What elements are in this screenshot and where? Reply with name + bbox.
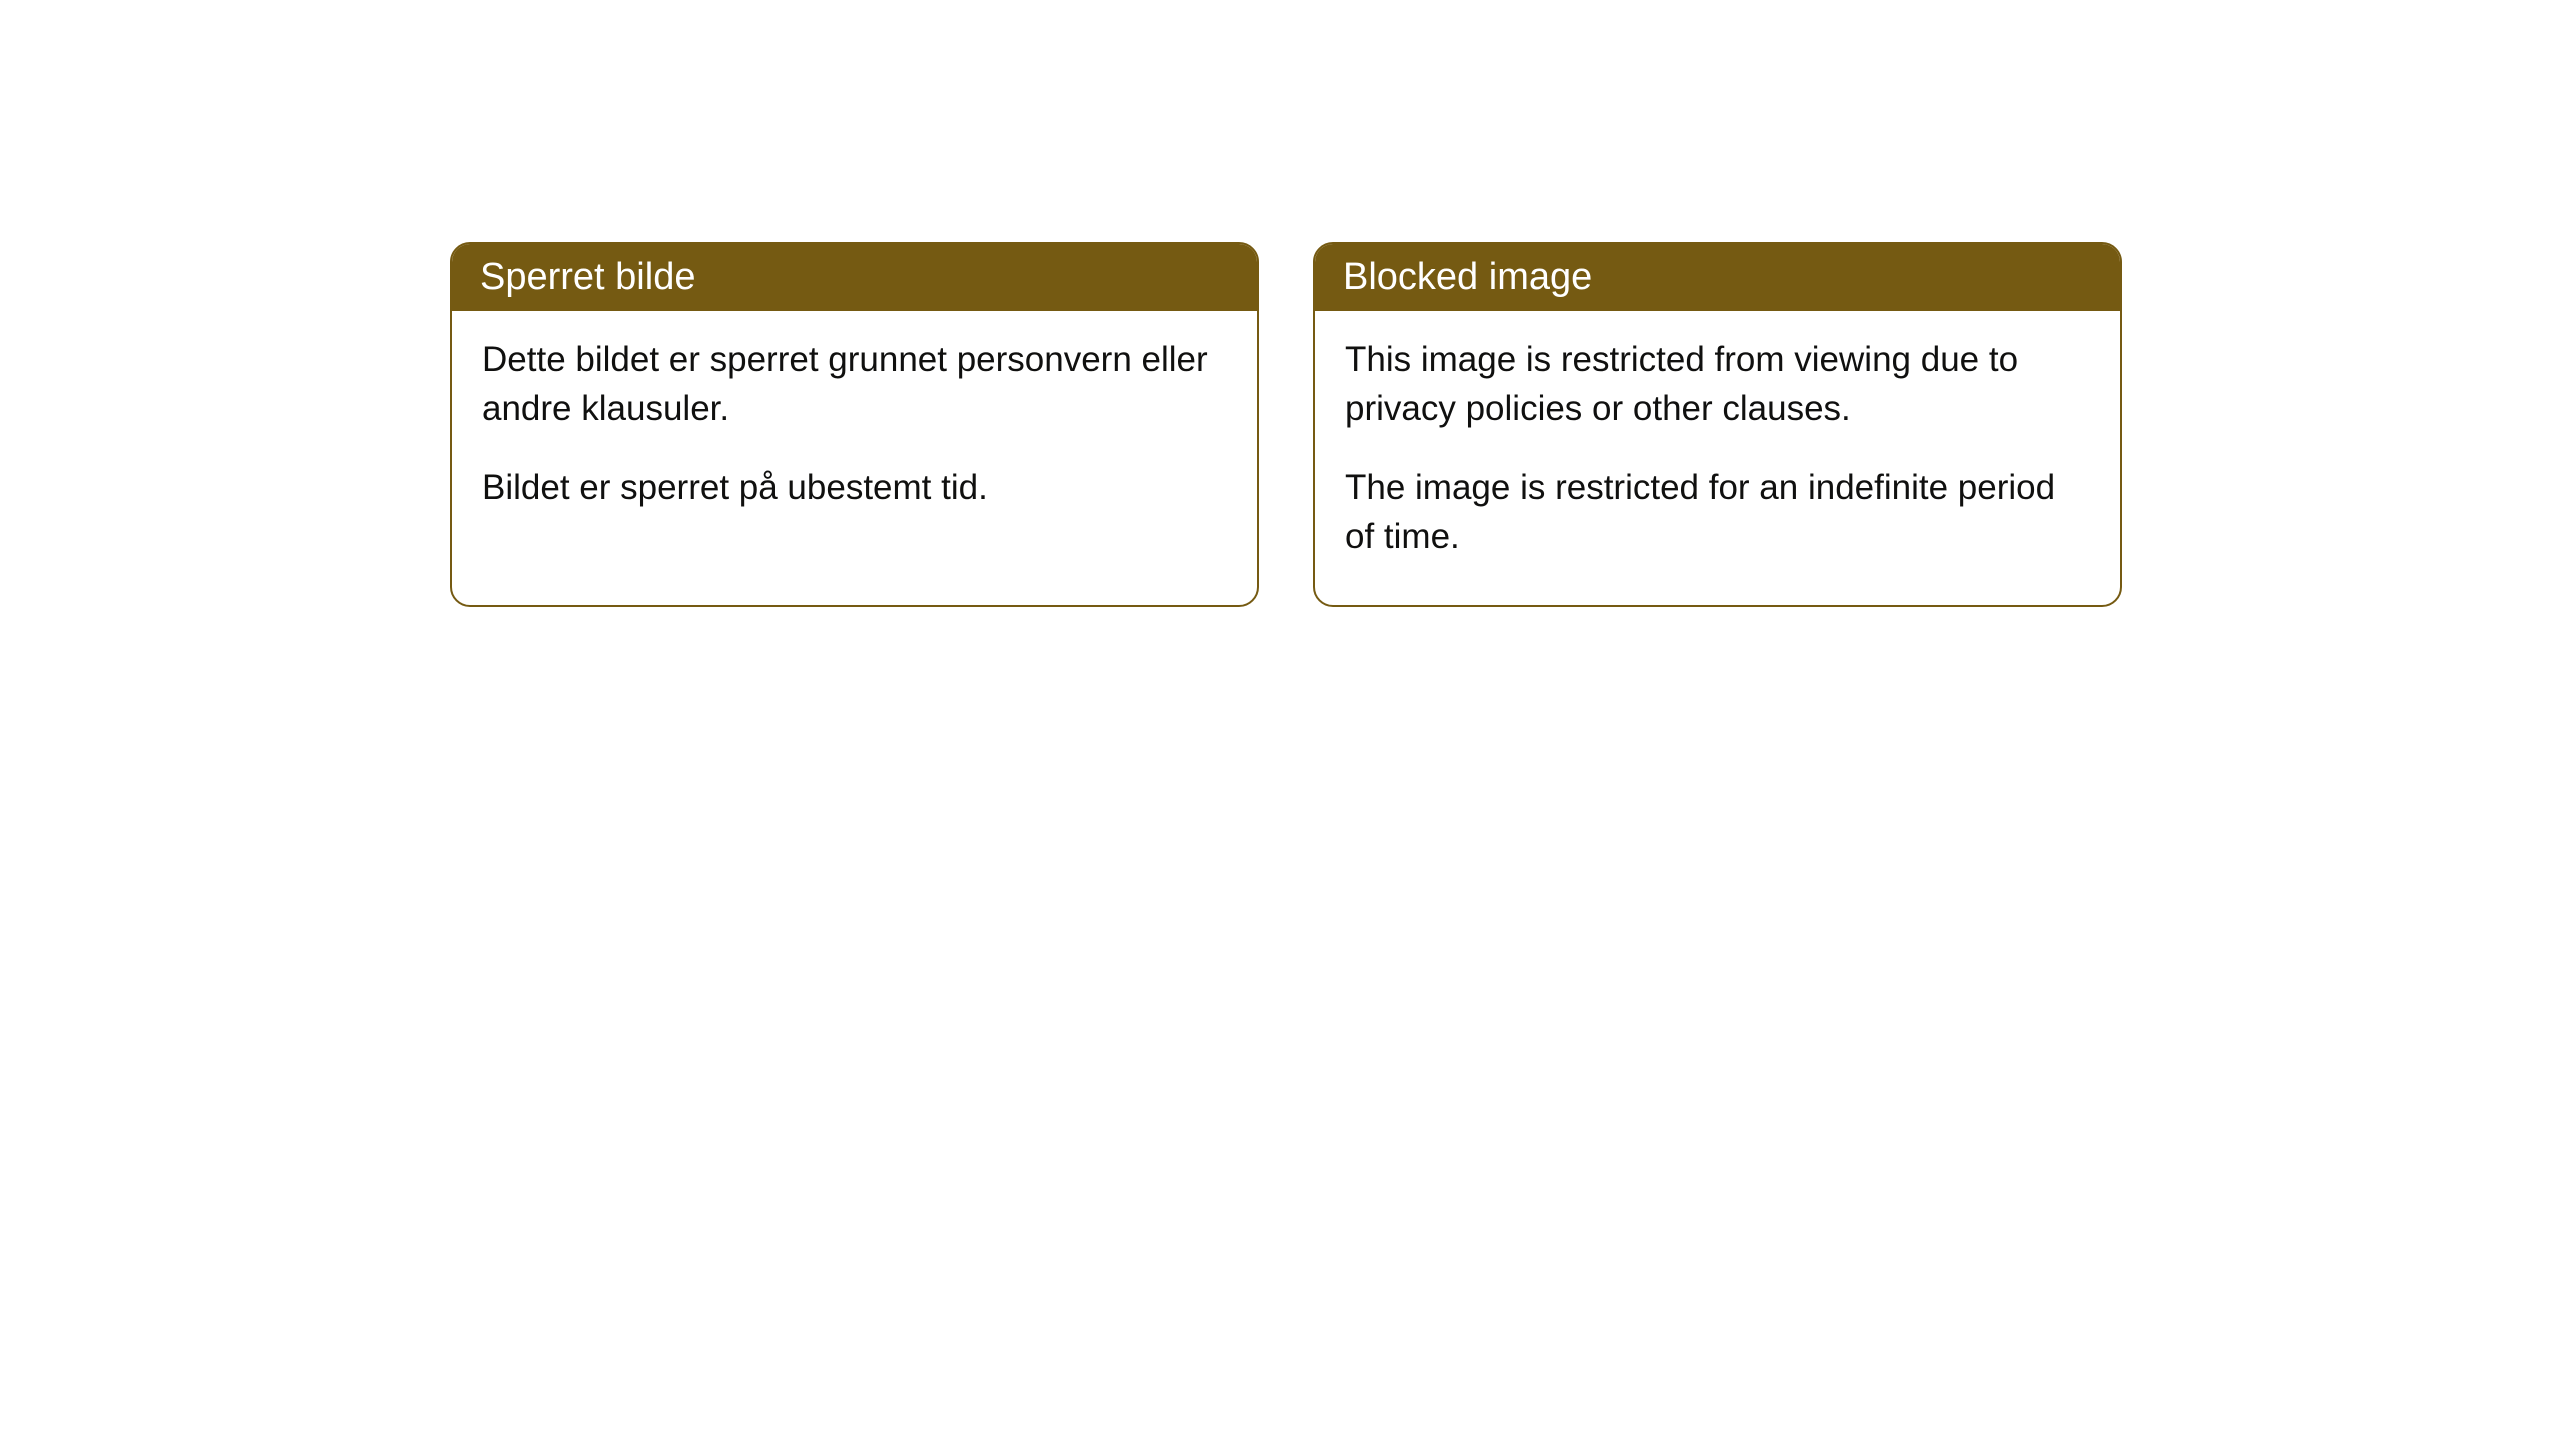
card-body: This image is restricted from viewing du… bbox=[1315, 311, 2120, 605]
card-paragraph: Bildet er sperret på ubestemt tid. bbox=[482, 463, 1227, 512]
card-title: Blocked image bbox=[1343, 256, 1592, 298]
card-header: Sperret bilde bbox=[452, 244, 1257, 311]
card-title: Sperret bilde bbox=[480, 256, 695, 298]
card-paragraph: Dette bildet er sperret grunnet personve… bbox=[482, 335, 1227, 433]
card-paragraph: This image is restricted from viewing du… bbox=[1345, 335, 2090, 433]
card-body: Dette bildet er sperret grunnet personve… bbox=[452, 311, 1257, 556]
card-header: Blocked image bbox=[1315, 244, 2120, 311]
blocked-image-card-english: Blocked image This image is restricted f… bbox=[1313, 242, 2122, 607]
card-paragraph: The image is restricted for an indefinit… bbox=[1345, 463, 2090, 561]
notice-cards-container: Sperret bilde Dette bildet er sperret gr… bbox=[450, 242, 2122, 607]
blocked-image-card-norwegian: Sperret bilde Dette bildet er sperret gr… bbox=[450, 242, 1259, 607]
